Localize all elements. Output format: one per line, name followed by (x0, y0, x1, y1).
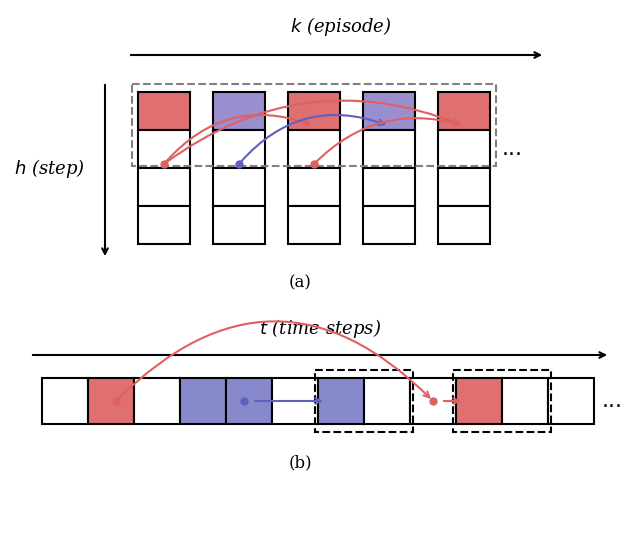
Bar (213, 168, 265, 206)
Bar (288, 206, 340, 244)
Text: $t$ (time steps): $t$ (time steps) (259, 317, 381, 340)
Bar (438, 130, 490, 168)
Bar (226, 378, 272, 424)
Text: (b): (b) (288, 454, 312, 471)
FancyArrowPatch shape (241, 115, 384, 162)
Bar (138, 206, 190, 244)
Text: (a): (a) (289, 274, 312, 291)
Bar (288, 92, 340, 130)
Bar (138, 130, 190, 168)
Bar (364, 378, 410, 424)
Bar (363, 92, 415, 130)
Text: $h$ (step): $h$ (step) (14, 157, 85, 179)
Bar (288, 168, 340, 206)
Bar (138, 92, 190, 130)
Text: $k$ (episode): $k$ (episode) (290, 15, 392, 38)
Bar (132, 84, 496, 166)
Bar (438, 206, 490, 244)
Bar (213, 206, 265, 244)
Bar (134, 378, 180, 424)
Bar (180, 378, 226, 424)
Bar (88, 378, 134, 424)
Text: ...: ... (602, 391, 623, 411)
Bar (363, 206, 415, 244)
Bar (288, 130, 340, 168)
Bar (438, 168, 490, 206)
Bar (363, 130, 415, 168)
Bar (138, 168, 190, 206)
Bar (438, 92, 490, 130)
Bar (42, 378, 88, 424)
Bar (453, 370, 551, 432)
FancyArrowPatch shape (166, 101, 460, 162)
Bar (318, 378, 364, 424)
Bar (213, 92, 265, 130)
Bar (363, 168, 415, 206)
Bar (213, 130, 265, 168)
Bar (548, 378, 594, 424)
Bar (315, 370, 413, 432)
Bar (502, 378, 548, 424)
FancyArrowPatch shape (118, 321, 429, 399)
Bar (456, 378, 502, 424)
Bar (410, 378, 456, 424)
Bar (272, 378, 318, 424)
FancyArrowPatch shape (166, 115, 309, 162)
Text: ...: ... (502, 139, 522, 159)
FancyArrowPatch shape (316, 118, 459, 162)
